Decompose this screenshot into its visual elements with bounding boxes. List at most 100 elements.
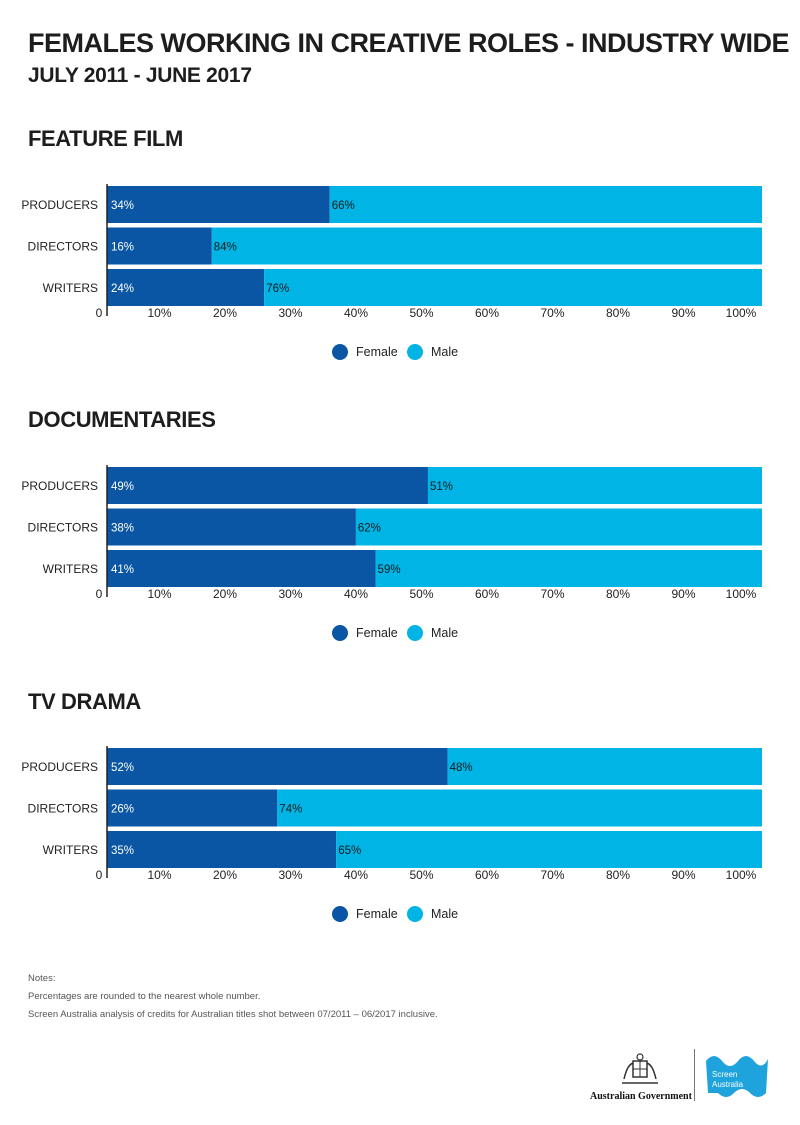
legend-label-female: Female <box>356 345 398 359</box>
x-tick-label: 60% <box>475 306 499 320</box>
chart-title-documentaries: DOCUMENTARIES <box>28 407 216 432</box>
x-tick-label: 20% <box>213 587 237 601</box>
x-tick-label: 20% <box>213 306 237 320</box>
x-tick-label: 40% <box>344 587 368 601</box>
legend-label-male: Male <box>431 907 458 921</box>
bar-male <box>264 269 762 306</box>
bar-female <box>107 748 448 785</box>
gov-logo-text: Australian Government <box>590 1091 692 1102</box>
notes-heading: Notes: <box>28 973 56 984</box>
x-tick-label: 80% <box>606 868 630 882</box>
bar-male <box>329 186 762 223</box>
data-label-male: 48% <box>450 762 473 774</box>
legend-swatch-male <box>407 906 423 922</box>
legend-swatch-male <box>407 344 423 360</box>
x-tick-label: 100% <box>726 587 757 601</box>
footer-logos: Australian Government Screen Australia <box>590 1045 780 1115</box>
bar-female <box>107 186 330 223</box>
category-label: WRITERS <box>43 562 98 576</box>
category-label: WRITERS <box>43 281 98 295</box>
bar-female <box>107 227 212 265</box>
x-tick-label: 40% <box>344 868 368 882</box>
x-tick-label: 0 <box>96 306 103 320</box>
x-tick-label: 60% <box>475 868 499 882</box>
x-tick-label: 80% <box>606 587 630 601</box>
data-label-male: 66% <box>332 200 355 212</box>
chart-feature-film: PRODUCERS 34% 66% DIRECTORS 16% 84% WRITERS 24%… <box>21 184 763 360</box>
x-tick-label: 100% <box>726 306 757 320</box>
x-tick-label: 100% <box>726 868 757 882</box>
bar-male <box>355 508 762 546</box>
category-label: WRITERS <box>43 843 98 857</box>
category-label: PRODUCERS <box>21 198 98 212</box>
data-label-male: 84% <box>214 242 237 254</box>
x-tick-label: 70% <box>540 868 564 882</box>
legend-swatch-female <box>332 625 348 641</box>
page-title: FEMALES WORKING IN CREATIVE ROLES - INDU… <box>28 28 790 58</box>
data-label-female: 49% <box>111 481 134 493</box>
category-label: PRODUCERS <box>21 479 98 493</box>
x-tick-label: 0 <box>96 587 103 601</box>
data-label-male: 62% <box>358 523 381 535</box>
data-label-female: 52% <box>111 762 134 774</box>
data-label-female: 26% <box>111 804 134 816</box>
screen-australia-logo: Screen Australia <box>706 1056 768 1097</box>
bar-female <box>107 269 265 306</box>
bar-male <box>375 550 762 587</box>
category-label: DIRECTORS <box>28 521 98 535</box>
category-label: PRODUCERS <box>21 760 98 774</box>
australian-government-logo: Australian Government <box>590 1045 692 1115</box>
x-tick-label: 10% <box>147 306 171 320</box>
bar-male <box>427 467 762 504</box>
page-subtitle: JULY 2011 - JUNE 2017 <box>28 64 252 87</box>
data-label-female: 16% <box>111 242 134 254</box>
chart-tv-drama: PRODUCERS 52% 48% DIRECTORS 26% 74% WRITERS 35%… <box>21 746 762 922</box>
data-label-male: 76% <box>266 283 289 295</box>
data-label-female: 24% <box>111 283 134 295</box>
x-tick-label: 50% <box>409 587 433 601</box>
data-label-male: 51% <box>430 481 453 493</box>
data-label-male: 74% <box>279 804 302 816</box>
notes-line: Screen Australia analysis of credits for… <box>28 1009 438 1020</box>
chart-documentaries: PRODUCERS 49% 51% DIRECTORS 38% 62% WRITERS 41%… <box>21 465 762 641</box>
x-tick-label: 0 <box>96 868 103 882</box>
category-label: DIRECTORS <box>28 240 98 254</box>
x-tick-label: 10% <box>147 587 171 601</box>
bar-male <box>211 227 763 265</box>
x-tick-label: 90% <box>671 587 695 601</box>
bar-female <box>107 467 428 504</box>
bar-female <box>107 831 337 868</box>
legend-swatch-male <box>407 625 423 641</box>
x-tick-label: 10% <box>147 868 171 882</box>
sa-logo-line1: Screen <box>712 1070 737 1079</box>
x-tick-label: 90% <box>671 306 695 320</box>
x-tick-label: 30% <box>278 587 302 601</box>
legend-label-male: Male <box>431 345 458 359</box>
coat-of-arms-icon <box>622 1053 658 1084</box>
chart-title-tv-drama: TV DRAMA <box>28 689 141 714</box>
legend-label-female: Female <box>356 907 398 921</box>
x-tick-label: 50% <box>409 868 433 882</box>
legend-label-female: Female <box>356 626 398 640</box>
bar-female <box>107 550 376 587</box>
legend-label-male: Male <box>431 626 458 640</box>
x-tick-label: 30% <box>278 868 302 882</box>
x-tick-label: 30% <box>278 306 302 320</box>
data-label-female: 35% <box>111 845 134 857</box>
category-label: DIRECTORS <box>28 802 98 816</box>
x-tick-label: 20% <box>213 868 237 882</box>
bar-male <box>336 831 762 868</box>
data-label-male: 59% <box>378 564 401 576</box>
data-label-female: 34% <box>111 200 134 212</box>
notes: Notes: Percentages are rounded to the ne… <box>28 970 438 1024</box>
data-label-female: 38% <box>111 523 134 535</box>
data-label-male: 65% <box>338 845 361 857</box>
x-tick-label: 90% <box>671 868 695 882</box>
bar-male <box>447 748 762 785</box>
sa-logo-line2: Australia <box>712 1080 744 1089</box>
chart-title-feature-film: FEATURE FILM <box>28 126 183 151</box>
bar-male <box>277 789 762 827</box>
legend-swatch-female <box>332 906 348 922</box>
x-tick-label: 70% <box>540 587 564 601</box>
notes-line: Percentages are rounded to the nearest w… <box>28 991 261 1002</box>
